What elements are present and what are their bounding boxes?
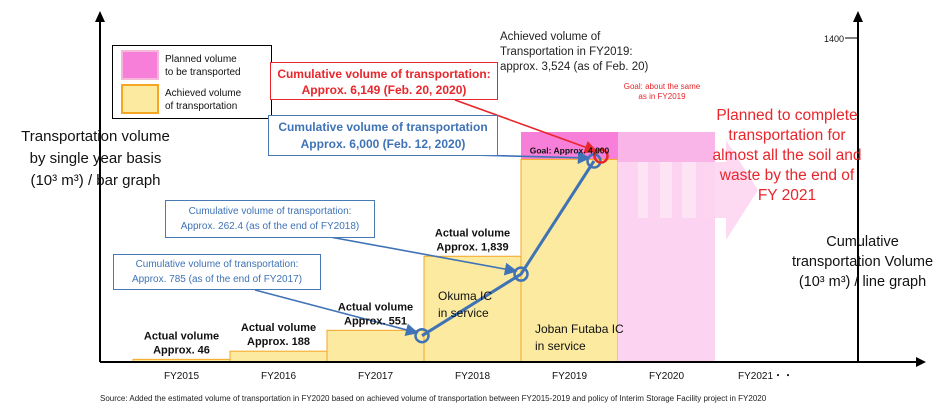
bar-value-label: Actual volume [241,322,316,334]
x-tick-label: FY2020 [649,371,684,382]
cumulative-line [421,160,596,337]
bar-achieved [520,158,619,363]
bar-annotation-label: in service [438,306,489,320]
bar-value-label: Actual volume [144,330,219,342]
callout-cumulative-fy2017: Cumulative volume of transportation: App… [113,254,321,290]
chart-text-layer: Actual volume Approx. 46 Actual volume Appr… [144,145,793,382]
bar-planned-top [618,132,715,162]
callout-cumulative-fy2018: Cumulative volume of transportation: App… [165,200,375,238]
cumulative-line-layer [414,148,609,344]
legend-label-planned: Planned volume to be transported [165,54,241,78]
bar-annotation-label: Joban Futaba IC [535,322,624,336]
y-axis-label-line: (10³ m³) / bar graph [30,172,161,189]
bar-annotation-label: Okuma IC [438,289,492,303]
x-tick-label: FY2019 [552,371,587,382]
x-tick-label: FY2021・・ [738,371,793,382]
axes-layer: 1400 [95,11,926,367]
callout-pointer-highlight [454,99,598,154]
y-axis-label-line: Transportation volume [21,128,170,145]
plan-arrow-layer [638,140,758,240]
bar-value-label: Actual volume [338,301,413,313]
plan-arrow [704,140,758,240]
plan-note: Planned to complete transportation for a… [712,107,862,204]
y-axis-left-arrow [95,11,105,22]
bar-value-label: Approx. 46 [153,344,210,356]
right-axis-label: Cumulative transportation Volume (10³ m³… [780,232,945,292]
y-axis-label: Transportation volume by single year bas… [8,126,183,192]
right-axis-label-line: (10³ m³) / line graph [798,274,927,290]
achieved-fy2019-note: Achieved volume of Transportation in FY2… [500,31,649,73]
source-note: Source: Added the estimated volume of tr… [100,394,767,403]
cumulative-point [513,266,529,282]
y-axis-right-arrow [853,11,863,22]
callout-cumulative-feb12: Cumulative volume of transportation Appr… [268,115,498,156]
bar-achieved [326,329,425,363]
bar-annotation-label: in service [535,339,586,353]
plan-arrow-stripe [638,162,648,218]
x-tick-label: FY2016 [261,371,296,382]
right-axis-tick-label: 1400 [824,34,844,44]
x-tick-label: FY2017 [358,371,393,382]
y-axis-label-line: by single year basis [29,150,162,167]
bar-value-label: Actual volume [435,227,510,239]
bar-achieved [229,350,328,363]
x-axis-arrow [916,357,926,367]
plan-arrow-stripe [660,162,672,218]
bar-value-label: Approx. 551 [344,315,407,327]
bar-value-label: Goal: Approx. 4,000 [530,145,610,155]
callout-cumulative-feb20: Cumulative volume of transportation: App… [270,62,498,100]
x-tick-label: FY2018 [455,371,490,382]
legend-swatch-achieved [121,84,159,114]
callout-pointer [329,236,518,276]
legend-label-achieved: Achieved volume of transportation [165,88,242,112]
bars-layer [132,132,715,363]
bar-value-label: Approx. 1,839 [436,241,508,253]
callout-pointer [254,289,419,337]
x-tick-label: FY2015 [164,371,199,382]
plan-arrow-stripe [682,162,696,218]
legend-swatch-planned [121,50,159,80]
right-axis-label-line: transportation Volume [791,254,934,270]
goal-note: Goal: about the same as in FY2019 [623,82,701,101]
cumulative-point-highlight [593,148,609,164]
right-axis-label-line: Cumulative [826,234,899,250]
bar-value-label: Approx. 188 [247,336,310,348]
legend: Planned volume to be transported Achieved… [112,45,272,119]
cumulative-point [414,327,430,344]
